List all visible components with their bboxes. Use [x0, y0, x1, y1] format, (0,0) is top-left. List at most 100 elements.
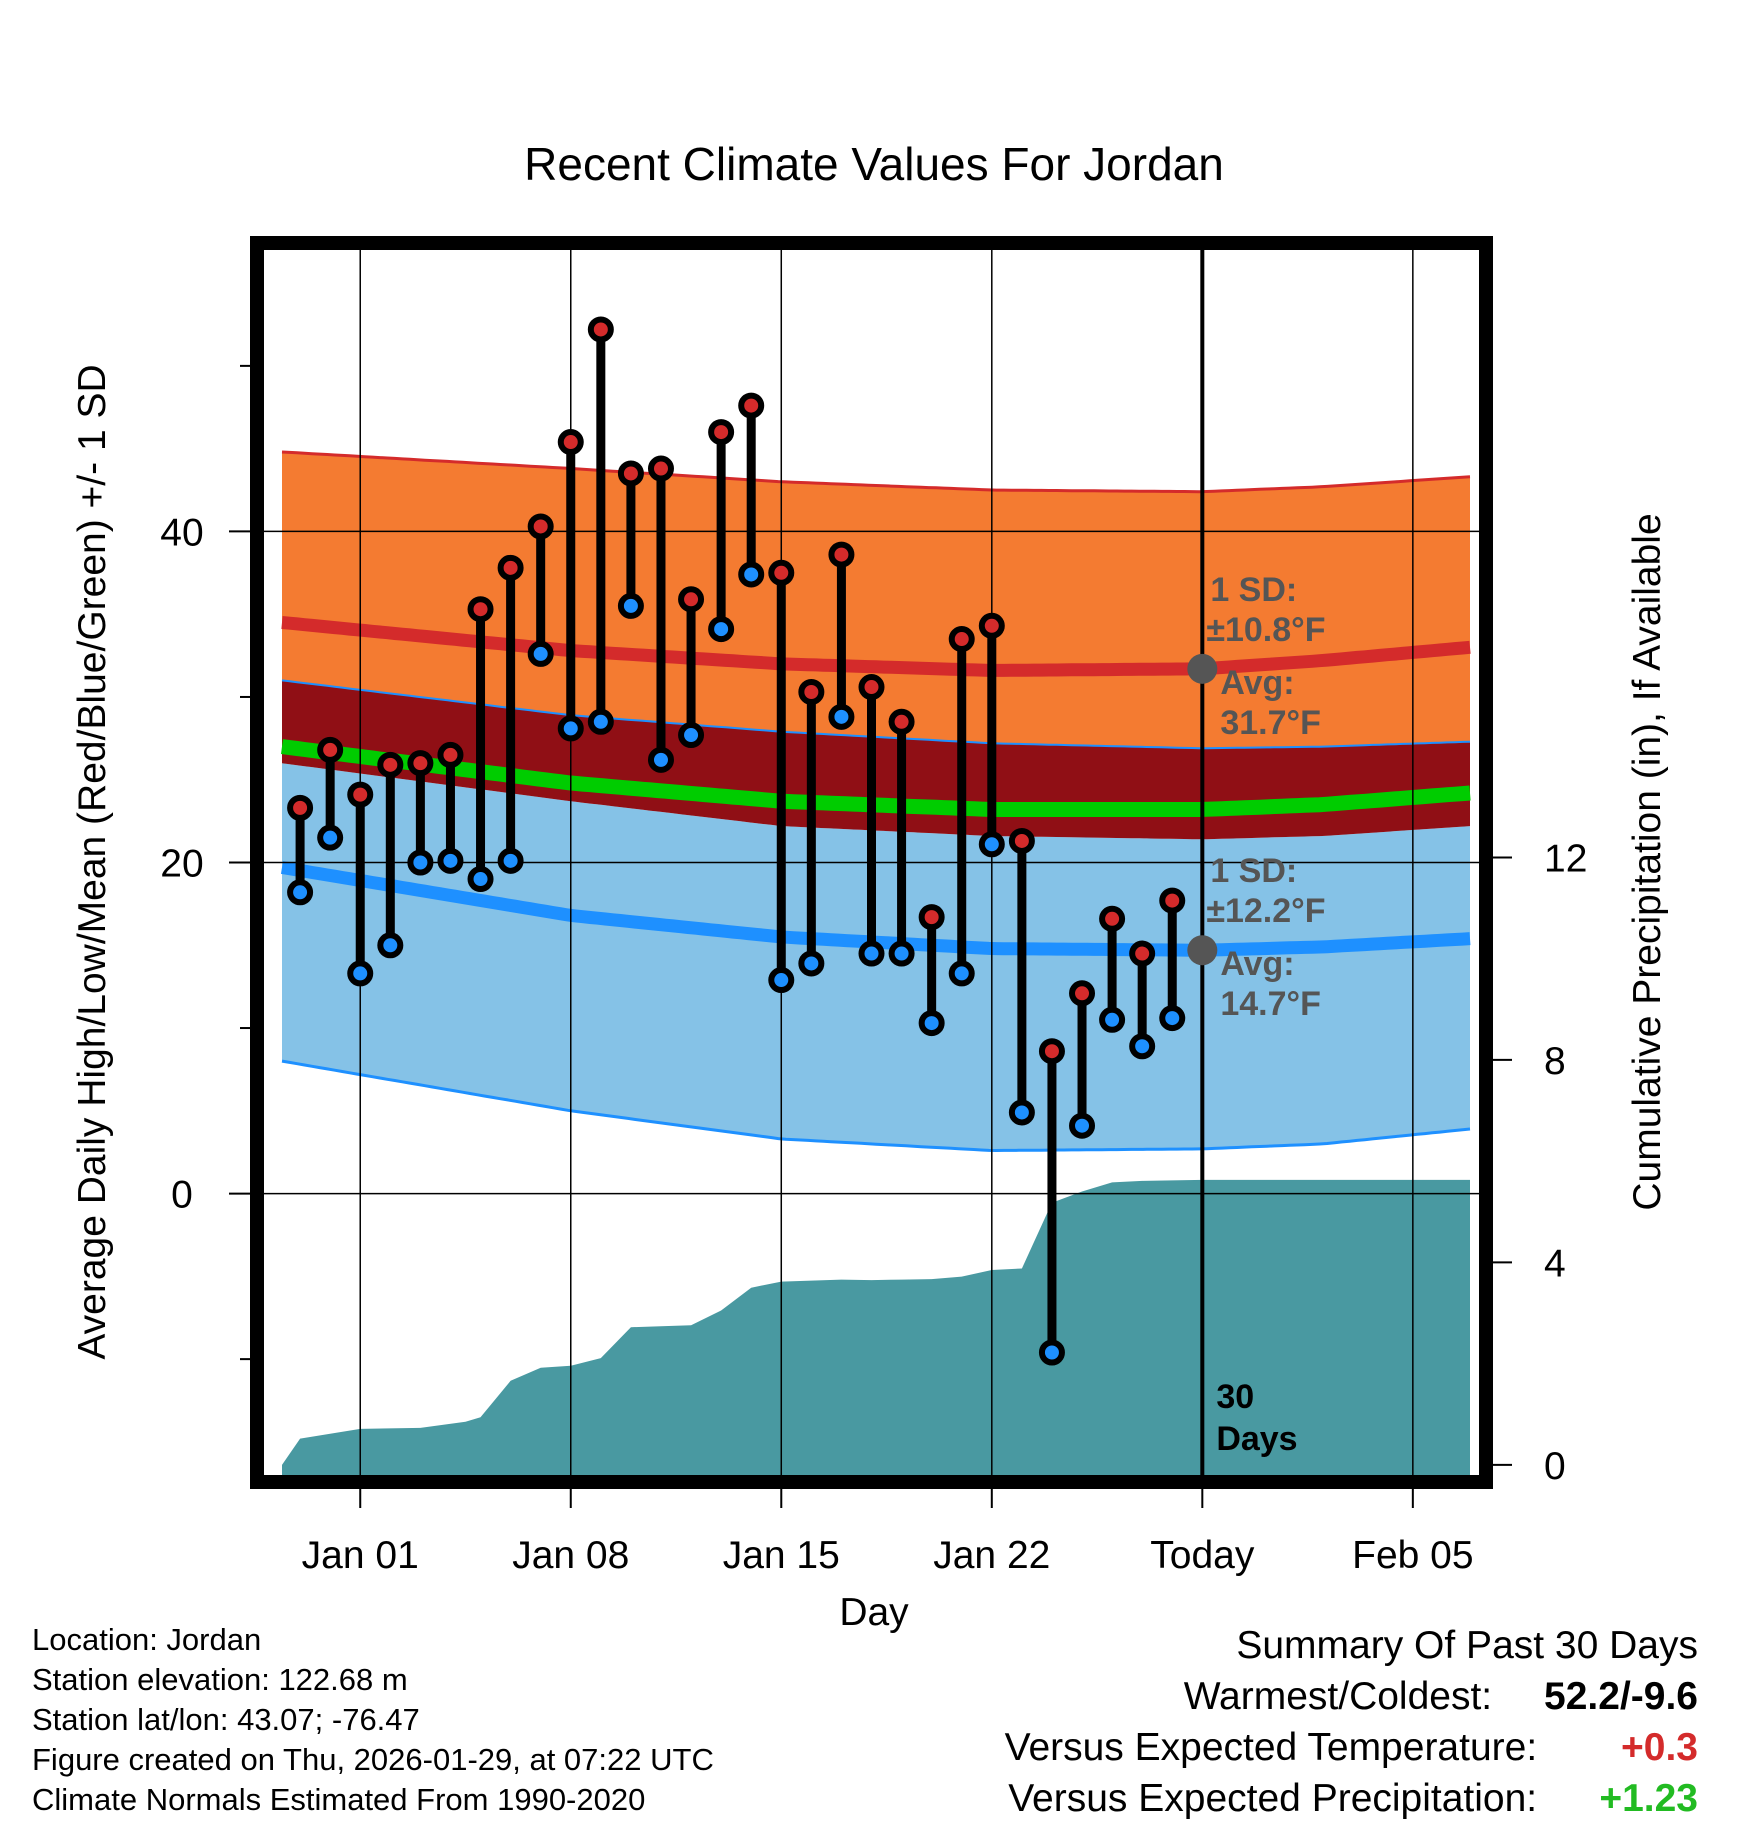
precip-label: Versus Expected Precipitation: [1008, 1777, 1538, 1820]
x-tick-label: Jan 08 [512, 1534, 629, 1577]
precip-value: +1.23 [1599, 1777, 1698, 1820]
high-point [527, 513, 554, 540]
high-point [948, 626, 975, 653]
low-point [1129, 1033, 1156, 1060]
low-point [738, 561, 765, 588]
summary-warm-cold: Warmest/Coldest: 52.2/-9.6 [1005, 1671, 1698, 1722]
high-point [467, 596, 494, 623]
temp-value: +0.3 [1621, 1726, 1698, 1769]
location-text: Location: Jordan [32, 1622, 262, 1657]
x-tick-label: Jan 01 [302, 1534, 419, 1577]
high-sd-value: ±10.8°F [1206, 611, 1325, 649]
high-point [978, 612, 1005, 639]
y-tick-label: 0 [171, 1174, 193, 1217]
high-avg-value: 31.7°F [1220, 704, 1321, 742]
high-point [617, 460, 644, 487]
normals-text: Climate Normals Estimated From 1990-2020 [32, 1782, 646, 1817]
low-point [617, 592, 644, 619]
y2-axis-title: Cumulative Precipitation (in), If Availa… [1626, 513, 1669, 1210]
high-point [647, 455, 674, 482]
elevation-text: Station elevation: 122.68 m [32, 1662, 408, 1697]
low-avg-value: 14.7°F [1220, 985, 1321, 1023]
low-avg-marker [1187, 935, 1218, 966]
low-point [557, 715, 584, 742]
high-point [347, 781, 374, 808]
y2-tick-label: 8 [1544, 1040, 1566, 1083]
high-point [1008, 827, 1035, 854]
low-point [407, 849, 434, 876]
high-point [1099, 905, 1126, 932]
high-point [587, 316, 614, 343]
x-tick-label: Jan 15 [723, 1534, 840, 1577]
x-tick-label: Today [1150, 1534, 1255, 1577]
low-point [317, 824, 344, 851]
warm-cold-label: Warmest/Coldest: [1183, 1675, 1493, 1718]
x-axis-title: Day [839, 1591, 909, 1634]
low-point [708, 616, 735, 643]
high-point [768, 559, 795, 586]
station-info: Location: Jordan Station elevation: 122.… [32, 1620, 714, 1820]
days-count-label: 30 [1216, 1378, 1254, 1416]
created-text: Figure created on Thu, 2026-01-29, at 07… [32, 1742, 714, 1777]
high-point [738, 392, 765, 419]
high-point [708, 419, 735, 446]
high-point [1069, 980, 1096, 1007]
high-point [888, 708, 915, 735]
low-point [1008, 1099, 1035, 1126]
low-point [858, 940, 885, 967]
low-point [1069, 1112, 1096, 1139]
temp-label: Versus Expected Temperature: [1004, 1726, 1538, 1769]
high-point [1159, 887, 1186, 914]
high-point [497, 554, 524, 581]
high-point [798, 678, 825, 705]
y-axis-title: Average Daily High/Low/Mean (Red/Blue/Gr… [71, 364, 114, 1359]
low-point [467, 866, 494, 893]
high-point [858, 674, 885, 701]
y-tick-label: 40 [160, 511, 203, 554]
low-point [347, 960, 374, 987]
x-tick-label: Feb 05 [1352, 1534, 1473, 1577]
low-point [888, 940, 915, 967]
low-point [1099, 1006, 1126, 1033]
low-sd-label: 1 SD: [1210, 852, 1297, 890]
high-point [1129, 940, 1156, 967]
high-sd-label: 1 SD: [1210, 571, 1297, 609]
low-point [497, 847, 524, 874]
low-avg-label: Avg: [1220, 945, 1294, 983]
low-point [377, 932, 404, 959]
plot-frame [250, 236, 1493, 1489]
high-avg-label: Avg: [1220, 664, 1294, 702]
high-avg-marker [1187, 653, 1218, 684]
low-point [768, 967, 795, 994]
chart-title: Recent Climate Values For Jordan [524, 138, 1224, 190]
high-point [377, 751, 404, 778]
x-tick-label: Jan 22 [933, 1534, 1050, 1577]
summary-temp: Versus Expected Temperature: +0.3 [1005, 1722, 1698, 1773]
low-lower-edge [281, 1059, 1471, 1153]
high-point [317, 736, 344, 763]
low-point [828, 703, 855, 730]
low-point [527, 640, 554, 667]
precip-area [282, 1179, 1470, 1475]
warm-cold-value: 52.2/-9.6 [1544, 1675, 1698, 1718]
high-upper-edge [281, 450, 1471, 494]
low-point [647, 746, 674, 773]
y2-tick-label: 12 [1544, 837, 1587, 880]
y2-tick-label: 0 [1544, 1445, 1566, 1488]
high-point [287, 794, 314, 821]
low-point [587, 708, 614, 735]
latlon-text: Station lat/lon: 43.07; -76.47 [32, 1702, 420, 1737]
low-sd-value: ±12.2°F [1206, 892, 1325, 930]
days-word-label: Days [1216, 1420, 1297, 1458]
low-point [1038, 1339, 1065, 1366]
summary-title: Summary Of Past 30 Days [1236, 1624, 1698, 1667]
y2-tick-label: 4 [1544, 1242, 1566, 1285]
high-point [828, 541, 855, 568]
low-point [918, 1010, 945, 1037]
high-point [678, 586, 705, 613]
high-point [918, 904, 945, 931]
high-point [1038, 1038, 1065, 1065]
low-point [978, 831, 1005, 858]
low-point [678, 722, 705, 749]
low-point [1159, 1005, 1186, 1032]
